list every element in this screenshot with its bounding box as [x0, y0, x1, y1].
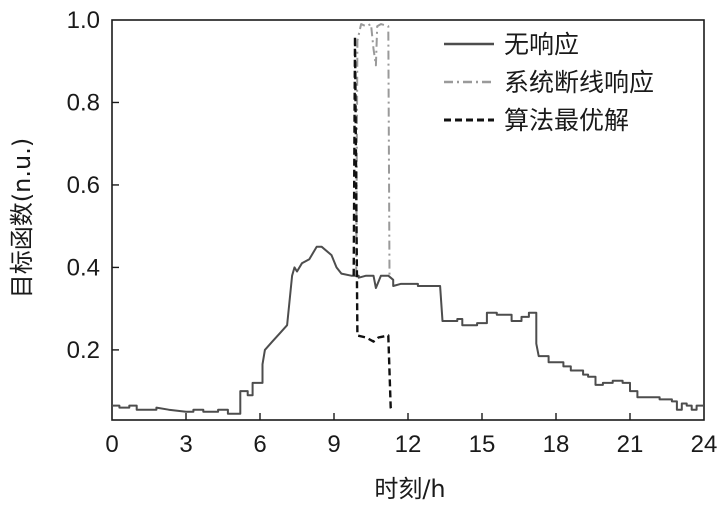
y-tick-label: 0.2 — [67, 337, 100, 364]
x-tick-label: 9 — [327, 431, 340, 458]
legend-label-2: 系统断线响应 — [504, 68, 654, 97]
legend-label-1: 无响应 — [504, 30, 579, 59]
x-tick-label: 3 — [179, 431, 192, 458]
series-line-1 — [112, 245, 704, 415]
series-line-3 — [352, 35, 393, 411]
legend-label-3: 算法最优解 — [504, 106, 629, 135]
x-tick-label: 21 — [617, 431, 644, 458]
y-tick-label: 0.8 — [67, 89, 100, 116]
x-tick-label: 18 — [543, 431, 570, 458]
x-tick-label: 6 — [253, 431, 266, 458]
x-tick-label: 12 — [395, 431, 422, 458]
y-tick-label: 0.6 — [67, 172, 100, 199]
axis-ticks: 0 3 6 9 12 15 18 21 24 0.2 0.4 0.6 0.8 1.0 — [67, 7, 718, 458]
y-tick-label: 0.4 — [67, 254, 100, 281]
x-tick-label: 15 — [469, 431, 496, 458]
y-tick-label: 1.0 — [67, 7, 100, 34]
x-tick-label: 24 — [691, 431, 718, 458]
series-lines — [112, 23, 704, 415]
x-tick-label: 0 — [105, 431, 118, 458]
series-line-2 — [355, 23, 391, 276]
x-axis-label: 时刻/h — [374, 475, 445, 503]
y-axis-label: 目标函数(n.u.) — [8, 138, 36, 298]
